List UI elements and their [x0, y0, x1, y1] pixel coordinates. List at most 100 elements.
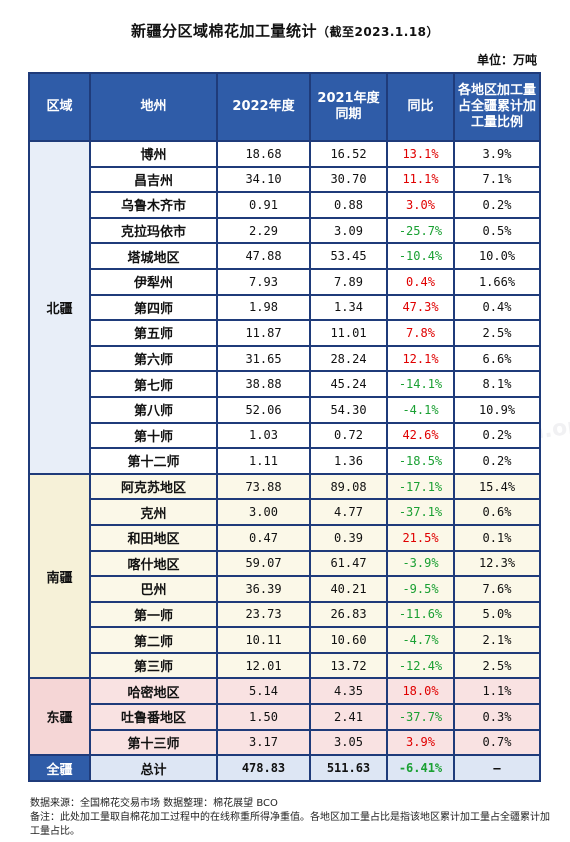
yoy-cell: -37.1%: [386, 498, 455, 526]
value-2021-cell: 7.89: [309, 267, 388, 296]
value-2022-cell: 3.00: [216, 498, 311, 526]
col-header-region: 区域: [28, 72, 91, 142]
yoy-cell: -14.1%: [386, 370, 455, 398]
value-2021-cell: 53.45: [309, 242, 388, 270]
value-2021-cell: 16.52: [309, 140, 388, 168]
value-2022-cell: 12.01: [216, 651, 311, 680]
value-2021-cell: 10.60: [309, 626, 388, 654]
value-2021-cell: 3.05: [309, 728, 388, 757]
share-cell: 0.7%: [453, 728, 541, 757]
footnote: 备注：此处加工量取自棉花加工过程中的在线称重所得净重值。各地区加工量占比是指该地…: [30, 812, 550, 837]
share-cell: 1.66%: [453, 267, 541, 296]
value-2022-cell: 11.87: [216, 319, 311, 347]
table-row: 第四师 1.98 1.34 47.3% 0.4%: [29, 293, 541, 322]
share-cell: 1.1%: [453, 677, 541, 706]
share-cell: 2.1%: [453, 626, 541, 654]
table-row: 乌鲁木齐市 0.91 0.88 3.0% 0.2%: [29, 191, 541, 219]
value-2022-cell: 23.73: [216, 600, 311, 629]
table-row: 和田地区 0.47 0.39 21.5% 0.1%: [29, 523, 541, 552]
value-2022-cell: 0.91: [216, 191, 311, 219]
value-2022-cell: 38.88: [216, 370, 311, 398]
share-cell: 10.0%: [453, 242, 541, 270]
share-cell: 0.6%: [453, 498, 541, 526]
prefecture-cell: 第七师: [89, 370, 218, 398]
col-header-2022: 2022年度: [216, 72, 311, 142]
prefecture-cell: 克州: [89, 498, 218, 526]
prefecture-cell: 巴州: [89, 575, 218, 603]
prefecture-cell: 克拉玛依市: [89, 216, 218, 245]
share-cell: 7.6%: [453, 575, 541, 603]
cotton-processing-table: 区域 地州 2022年度 2021年度同期 同比 各地区加工量占全疆累计加工量比…: [28, 72, 541, 783]
yoy-cell: -17.1%: [386, 472, 455, 501]
value-2021-cell: 54.30: [309, 395, 388, 424]
yoy-cell: -12.4%: [386, 651, 455, 680]
col-header-yoy: 同比: [386, 72, 455, 142]
footer: 数据来源：全国棉花交易市场 数据整理：棉花展望 BCO 备注：此处加工量取自棉花…: [30, 797, 550, 839]
total-yoy-cell: -6.41%: [386, 754, 455, 783]
value-2021-cell: 0.39: [309, 523, 388, 552]
prefecture-cell: 第十三师: [89, 728, 218, 757]
title-date: （截至2023.1.18）: [316, 25, 440, 39]
yoy-cell: -37.7%: [386, 703, 455, 731]
table-row: 第五师 11.87 11.01 7.8% 2.5%: [29, 319, 541, 347]
table-row: 第十师 1.03 0.72 42.6% 0.2%: [29, 421, 541, 450]
yoy-cell: 0.4%: [386, 267, 455, 296]
share-cell: 7.1%: [453, 165, 541, 194]
table-row: 东疆 哈密地区 5.14 4.35 18.0% 1.1%: [28, 677, 541, 757]
table-row: 第三师 12.01 13.72 -12.4% 2.5%: [29, 651, 541, 680]
prefecture-cell: 第六师: [89, 344, 218, 373]
share-cell: 5.0%: [453, 600, 541, 629]
value-2022-cell: 36.39: [216, 575, 311, 603]
value-2022-cell: 0.47: [216, 523, 311, 552]
value-2022-cell: 1.03: [216, 421, 311, 450]
prefecture-cell: 第五师: [89, 319, 218, 347]
value-2021-cell: 4.35: [309, 677, 388, 706]
value-2021-cell: 28.24: [309, 344, 388, 373]
table-row: 昌吉州 34.10 30.70 11.1% 7.1%: [29, 165, 541, 194]
share-cell: 3.9%: [453, 140, 541, 168]
page-title: 新疆分区域棉花加工量统计（截至2023.1.18）: [0, 20, 570, 41]
total-region-cell: 全疆: [28, 754, 91, 783]
share-cell: 0.2%: [453, 447, 541, 475]
yoy-cell: -4.1%: [386, 395, 455, 424]
yoy-cell: 3.9%: [386, 728, 455, 757]
prefecture-cell: 乌鲁木齐市: [89, 191, 218, 219]
value-2022-cell: 31.65: [216, 344, 311, 373]
share-cell: 2.5%: [453, 319, 541, 347]
table-row: 喀什地区 59.07 61.47 -3.9% 12.3%: [29, 549, 541, 578]
table-row: 巴州 36.39 40.21 -9.5% 7.6%: [29, 575, 541, 603]
yoy-cell: -10.4%: [386, 242, 455, 270]
value-2021-cell: 0.72: [309, 421, 388, 450]
prefecture-cell: 阿克苏地区: [89, 472, 218, 501]
value-2021-cell: 89.08: [309, 472, 388, 501]
yoy-cell: 7.8%: [386, 319, 455, 347]
yoy-cell: 21.5%: [386, 523, 455, 552]
share-cell: 2.5%: [453, 651, 541, 680]
total-2021-cell: 511.63: [309, 754, 388, 783]
prefecture-cell: 第十师: [89, 421, 218, 450]
value-2022-cell: 5.14: [216, 677, 311, 706]
title-main: 新疆分区域棉花加工量统计: [130, 22, 317, 40]
share-cell: 0.2%: [453, 191, 541, 219]
value-2022-cell: 1.98: [216, 293, 311, 322]
prefecture-cell: 博州: [89, 140, 218, 168]
table-row: 第七师 38.88 45.24 -14.1% 8.1%: [29, 370, 541, 398]
yoy-cell: 47.3%: [386, 293, 455, 322]
table-row: 第一师 23.73 26.83 -11.6% 5.0%: [29, 600, 541, 629]
unit-label: 单位：万吨: [476, 53, 537, 67]
table-row: 第六师 31.65 28.24 12.1% 6.6%: [29, 344, 541, 373]
yoy-cell: -4.7%: [386, 626, 455, 654]
value-2022-cell: 52.06: [216, 395, 311, 424]
share-cell: 0.5%: [453, 216, 541, 245]
value-2021-cell: 45.24: [309, 370, 388, 398]
yoy-cell: 18.0%: [386, 677, 455, 706]
yoy-cell: -18.5%: [386, 447, 455, 475]
yoy-cell: -25.7%: [386, 216, 455, 245]
value-2021-cell: 1.36: [309, 447, 388, 475]
col-header-2021: 2021年度同期: [309, 72, 388, 142]
yoy-cell: 11.1%: [386, 165, 455, 194]
share-cell: 0.2%: [453, 421, 541, 450]
value-2021-cell: 1.34: [309, 293, 388, 322]
value-2022-cell: 1.11: [216, 447, 311, 475]
table-row: 伊犁州 7.93 7.89 0.4% 1.66%: [29, 267, 541, 296]
